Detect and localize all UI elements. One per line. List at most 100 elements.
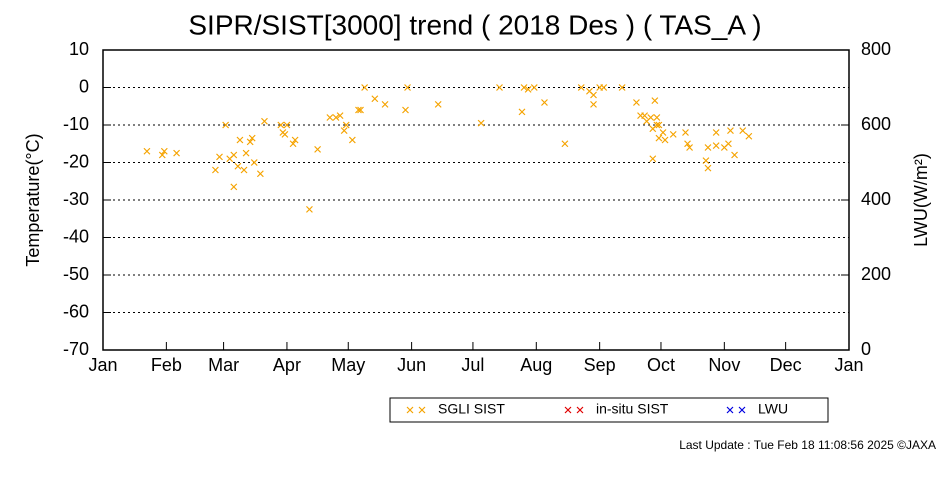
- point: [684, 140, 691, 148]
- point: [261, 117, 268, 125]
- point: [541, 99, 548, 106]
- x-tick-label: Jan: [88, 355, 117, 375]
- point: [355, 106, 362, 114]
- point: [600, 84, 608, 91]
- x-tick-label: Feb: [151, 355, 182, 375]
- x-tick-label: Mar: [208, 355, 239, 375]
- point: [641, 112, 649, 120]
- point: [256, 170, 264, 178]
- point: [590, 91, 597, 99]
- point: [669, 130, 677, 138]
- point: [173, 149, 181, 157]
- point: [357, 106, 364, 114]
- x-tick-label: May: [331, 355, 365, 375]
- y-tick-label: -30: [63, 189, 89, 209]
- point: [618, 84, 626, 91]
- footer: Last Update : Tue Feb 18 11:08:56 2025 ©…: [679, 438, 936, 452]
- point: [655, 121, 663, 129]
- point: [633, 99, 640, 106]
- y-tick-label: -70: [63, 339, 89, 359]
- y-axis-label: Temperature(°C): [23, 133, 43, 266]
- point: [530, 84, 538, 91]
- legend-box: [389, 397, 829, 423]
- point: [340, 127, 348, 135]
- legend-label: LWU: [758, 401, 788, 417]
- x-tick-label: Dec: [770, 355, 802, 375]
- point: [381, 100, 389, 108]
- chart-title: SIPR/SIST[3000] trend ( 2018 Des ) ( TAS…: [188, 9, 761, 40]
- point: [704, 144, 712, 151]
- point: [739, 127, 747, 135]
- point: [240, 166, 248, 174]
- point: [248, 134, 256, 142]
- point: [518, 108, 526, 116]
- point: [590, 100, 597, 108]
- point: [234, 162, 242, 170]
- y-tick-label: 0: [79, 76, 89, 96]
- point: [649, 155, 657, 163]
- legend-marker: [564, 406, 584, 414]
- point: [250, 159, 258, 166]
- point: [291, 136, 299, 144]
- point: [561, 140, 569, 148]
- y2-tick-label: 0: [861, 339, 871, 359]
- y2-tick-label: 200: [861, 264, 891, 284]
- y2-axis-label: LWU(W/m²): [911, 153, 931, 247]
- point: [745, 132, 753, 140]
- point: [727, 127, 734, 135]
- point: [160, 147, 168, 155]
- point: [477, 119, 485, 127]
- point: [246, 138, 254, 146]
- point: [336, 112, 344, 120]
- legend-marker: [726, 406, 746, 414]
- x-tick-label: Jun: [397, 355, 426, 375]
- point: [496, 84, 503, 91]
- point: [216, 153, 223, 161]
- point: [702, 157, 710, 165]
- point: [306, 205, 313, 213]
- legend-label: SGLI SIST: [438, 401, 505, 417]
- legend-label: in-situ SIST: [596, 401, 669, 417]
- point: [236, 136, 244, 144]
- point: [242, 149, 250, 157]
- point: [577, 84, 585, 91]
- point: [211, 166, 219, 174]
- x-tick-label: Jul: [461, 355, 484, 375]
- point: [655, 134, 663, 142]
- y2-tick-label: 600: [861, 114, 891, 134]
- y2-tick-label: 400: [861, 189, 891, 209]
- point: [332, 114, 340, 121]
- point: [230, 183, 238, 191]
- point: [524, 85, 532, 93]
- legend-marker: [406, 406, 426, 414]
- point: [661, 136, 669, 144]
- point: [659, 129, 667, 136]
- y-tick-label: -20: [63, 151, 89, 171]
- point: [342, 121, 350, 129]
- point: [704, 164, 712, 172]
- point: [230, 151, 238, 159]
- y-tick-label: -10: [63, 114, 89, 134]
- point: [404, 84, 411, 91]
- y-tick-label: 10: [69, 39, 89, 59]
- point: [712, 129, 720, 136]
- point: [653, 114, 661, 121]
- point: [326, 114, 334, 121]
- x-tick-label: Apr: [273, 355, 301, 375]
- point: [277, 121, 285, 129]
- point: [520, 84, 528, 91]
- point: [434, 100, 442, 108]
- x-tick-label: Aug: [520, 355, 552, 375]
- point: [143, 147, 151, 155]
- x-tick-label: Sep: [584, 355, 616, 375]
- point: [402, 106, 409, 114]
- point: [647, 114, 655, 121]
- x-tick-label: Nov: [708, 355, 740, 375]
- point: [361, 84, 369, 91]
- point: [371, 95, 379, 103]
- y-tick-label: -50: [63, 264, 89, 284]
- x-tick-label: Oct: [647, 355, 675, 375]
- y-tick-label: -60: [63, 301, 89, 321]
- point: [686, 144, 694, 151]
